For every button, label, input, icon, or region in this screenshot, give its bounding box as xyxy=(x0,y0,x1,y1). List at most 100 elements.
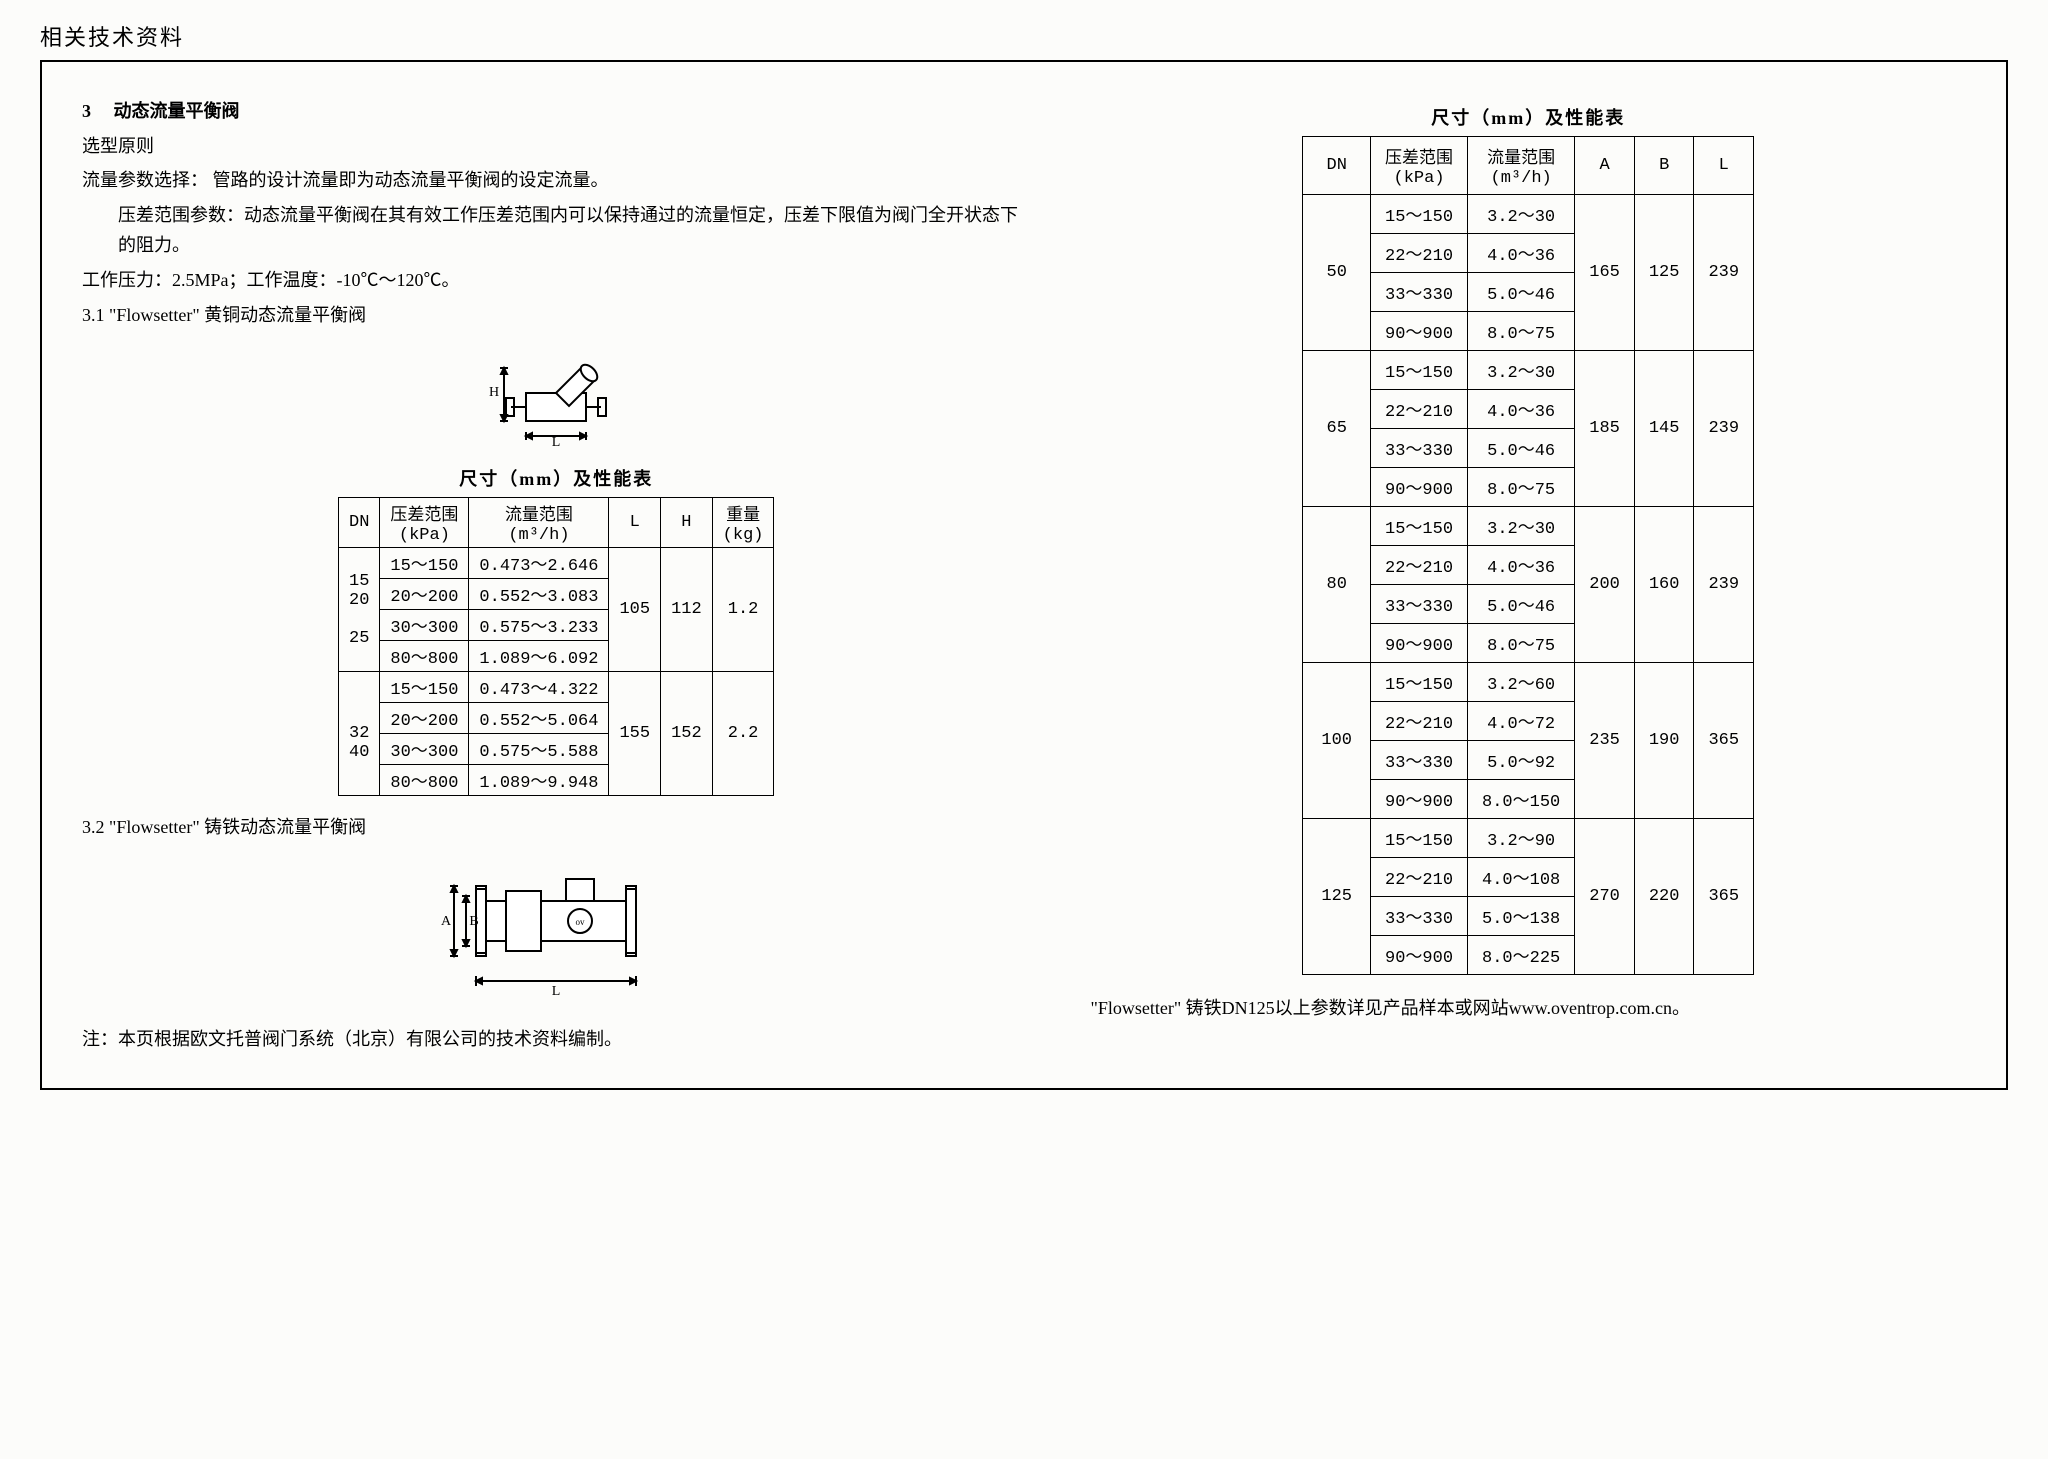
table-header: 流量范围(m³/h) xyxy=(1468,137,1575,195)
table-cell: 22～210 xyxy=(1371,546,1468,585)
right-column: 尺寸（mm）及性能表 DN压差范围(kPa)流量范围(m³/h)ABL5015～… xyxy=(1090,92,1966,1058)
table-cell: 90～900 xyxy=(1371,780,1468,819)
table-cell: 33～330 xyxy=(1371,429,1468,468)
dn-cell: 50 xyxy=(1303,195,1371,351)
table-cell: 15～150 xyxy=(1371,195,1468,234)
table-cell: 190 xyxy=(1634,663,1694,819)
table-cell: 33～330 xyxy=(1371,897,1468,936)
table-cell: 90～900 xyxy=(1371,936,1468,975)
table-title-left: 尺寸（mm）及性能表 xyxy=(82,465,1030,491)
table-cell: 33～330 xyxy=(1371,585,1468,624)
table-header: L xyxy=(609,498,661,548)
table-cell: 0.473～2.646 xyxy=(469,548,609,579)
footnote-left: 注：本页根据欧文托普阀门系统（北京）有限公司的技术资料编制。 xyxy=(82,1024,1030,1055)
table-row: 8015～1503.2～30200160239 xyxy=(1303,507,1754,546)
table-cell: 80～800 xyxy=(380,641,469,672)
table-cell: 22～210 xyxy=(1371,234,1468,273)
table-cell: 80～800 xyxy=(380,765,469,796)
table-cell: 365 xyxy=(1694,819,1754,975)
table-cell: 152 xyxy=(661,672,713,796)
left-column: 3 动态流量平衡阀 选型原则 流量参数选择： 管路的设计流量即为动态流量平衡阀的… xyxy=(82,92,1030,1058)
dn-cell: 125 xyxy=(1303,819,1371,975)
dim-label-B: B xyxy=(470,914,479,929)
table-cell: 125 xyxy=(1634,195,1694,351)
section-number: 3 xyxy=(82,96,109,127)
table-cell: 5.0～46 xyxy=(1468,429,1575,468)
table-cell: 1.089～6.092 xyxy=(469,641,609,672)
table-cell: 15～150 xyxy=(380,672,469,703)
table-cell: 145 xyxy=(1634,351,1694,507)
table-cell: 185 xyxy=(1575,351,1635,507)
content-frame: 3 动态流量平衡阀 选型原则 流量参数选择： 管路的设计流量即为动态流量平衡阀的… xyxy=(40,60,2008,1090)
table-cell: 155 xyxy=(609,672,661,796)
table-cell: 8.0～75 xyxy=(1468,468,1575,507)
table-cell: 4.0～36 xyxy=(1468,390,1575,429)
table-header: 压差范围(kPa) xyxy=(380,498,469,548)
table-cell: 15～150 xyxy=(1371,351,1468,390)
table-cell: 200 xyxy=(1575,507,1635,663)
table-cell: 3.2～30 xyxy=(1468,195,1575,234)
table-row: 324015～1500.473～4.3221551522.2 xyxy=(339,672,774,703)
table-cell: 3.2～30 xyxy=(1468,351,1575,390)
table-header: 压差范围(kPa) xyxy=(1371,137,1468,195)
section-heading: 3 动态流量平衡阀 xyxy=(82,96,1030,127)
table-cell: 160 xyxy=(1634,507,1694,663)
table-header: DN xyxy=(339,498,380,548)
dn-cell: 1520 25 xyxy=(339,548,380,672)
table-cell: 15～150 xyxy=(1371,663,1468,702)
table-row: 6515～1503.2～30185145239 xyxy=(1303,351,1754,390)
table-cell: 112 xyxy=(661,548,713,672)
subsection-heading: 3.2 "Flowsetter" 铸铁动态流量平衡阀 xyxy=(82,812,1030,843)
dn-cell: 100 xyxy=(1303,663,1371,819)
table-header: DN xyxy=(1303,137,1371,195)
table-header: 流量范围(m³/h) xyxy=(469,498,609,548)
table-cell: 20～200 xyxy=(380,579,469,610)
table-cell: 239 xyxy=(1694,507,1754,663)
table-cell: 5.0～92 xyxy=(1468,741,1575,780)
table-cell: 15～150 xyxy=(1371,507,1468,546)
table-cell: 105 xyxy=(609,548,661,672)
table-cell: 22～210 xyxy=(1371,702,1468,741)
paragraph: 压差范围参数：动态流量平衡阀在其有效工作压差范围内可以保持通过的流量恒定，压差下… xyxy=(118,200,1030,261)
section-title: 动态流量平衡阀 xyxy=(114,101,240,121)
table-cell: 90～900 xyxy=(1371,468,1468,507)
table-cell: 1.089～9.948 xyxy=(469,765,609,796)
table-cell: 20～200 xyxy=(380,703,469,734)
spec-table-brass: DN压差范围(kPa)流量范围(m³/h)LH重量(kg)1520 2515～1… xyxy=(338,497,774,796)
paragraph: 工作压力：2.5MPa；工作温度：-10℃～120℃。 xyxy=(82,265,1030,296)
page-header: 相关技术资料 xyxy=(40,20,2008,52)
table-cell: 365 xyxy=(1694,663,1754,819)
table-cell: 8.0～75 xyxy=(1468,312,1575,351)
table-header: 重量(kg) xyxy=(712,498,774,548)
table-cell: 15～150 xyxy=(1371,819,1468,858)
table-cell: 0.575～5.588 xyxy=(469,734,609,765)
table-cell: 5.0～46 xyxy=(1468,273,1575,312)
valve-diagram-cast-iron: ov xyxy=(82,851,1030,1006)
valve-diagram-brass: L H xyxy=(82,338,1030,453)
table-cell: 22～210 xyxy=(1371,390,1468,429)
dim-label-L: L xyxy=(552,984,561,999)
table-cell: 0.473～4.322 xyxy=(469,672,609,703)
sub-heading: 选型原则 xyxy=(82,131,1030,162)
table-title-right: 尺寸（mm）及性能表 xyxy=(1090,104,1966,130)
table-cell: 4.0～108 xyxy=(1468,858,1575,897)
subsection-heading: 3.1 "Flowsetter" 黄铜动态流量平衡阀 xyxy=(82,300,1030,331)
table-cell: 220 xyxy=(1634,819,1694,975)
table-header: B xyxy=(1634,137,1694,195)
dn-cell: 65 xyxy=(1303,351,1371,507)
dn-cell: 3240 xyxy=(339,672,380,796)
table-cell: 3.2～60 xyxy=(1468,663,1575,702)
table-cell: 0.575～3.233 xyxy=(469,610,609,641)
dim-label-L: L xyxy=(552,435,561,448)
table-cell: 3.2～30 xyxy=(1468,507,1575,546)
dim-label-A: A xyxy=(441,914,452,929)
table-cell: 22～210 xyxy=(1371,858,1468,897)
dn-cell: 80 xyxy=(1303,507,1371,663)
dim-label-H: H xyxy=(489,385,499,400)
table-cell: 2.2 xyxy=(712,672,774,796)
table-cell: 239 xyxy=(1694,195,1754,351)
spec-table-cast-iron: DN压差范围(kPa)流量范围(m³/h)ABL5015～1503.2～3016… xyxy=(1302,136,1754,975)
table-cell: 5.0～46 xyxy=(1468,585,1575,624)
table-cell: 1.2 xyxy=(712,548,774,672)
table-cell: 90～900 xyxy=(1371,312,1468,351)
